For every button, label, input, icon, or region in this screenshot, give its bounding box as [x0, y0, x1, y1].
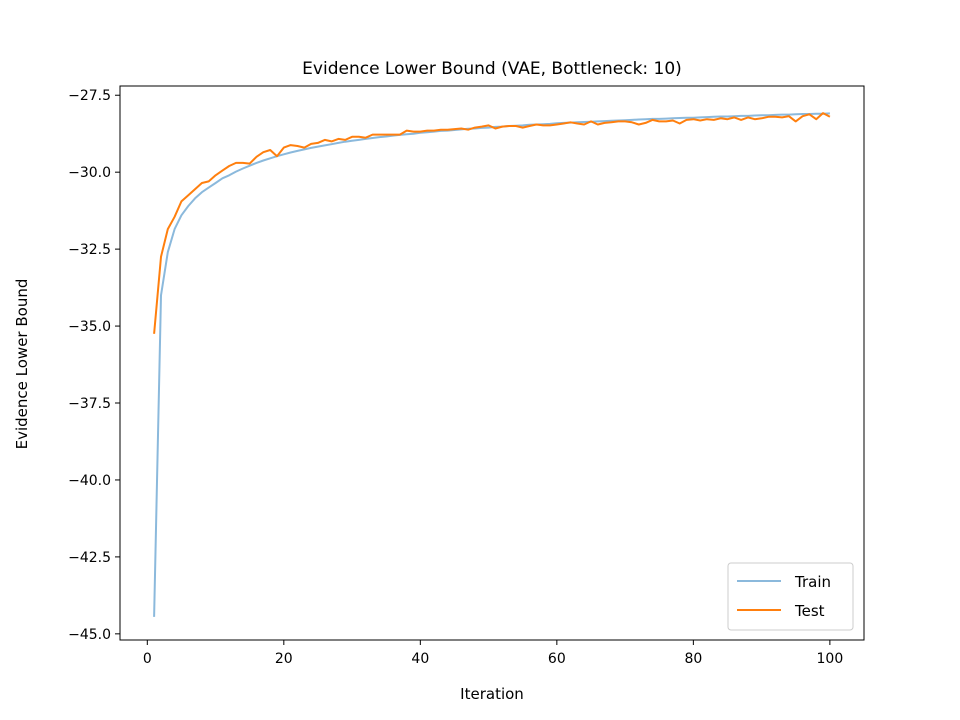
x-tick-label: 0	[143, 651, 152, 667]
y-tick-label: −42.5	[68, 550, 111, 566]
x-tick-label: 40	[411, 651, 429, 667]
x-tick-label: 80	[684, 651, 702, 667]
y-tick-label: −37.5	[68, 396, 111, 412]
x-tick-label: 20	[275, 651, 293, 667]
y-tick-label: −32.5	[68, 242, 111, 258]
x-tick-label: 60	[548, 651, 566, 667]
x-axis-ticks: 0 20 40 60 80 100	[143, 640, 843, 667]
y-axis-ticks: −45.0 −42.5 −40.0 −37.5 −35.0 −32.5 −30.0 −27.5	[68, 88, 120, 643]
legend-box	[727, 562, 854, 631]
y-tick-label: −45.0	[68, 627, 111, 643]
y-axis-label: Evidence Lower Bound	[13, 279, 31, 450]
series-line-train	[153, 112, 830, 617]
y-tick-label: −27.5	[68, 88, 111, 104]
plot-frame	[119, 85, 865, 641]
y-tick-label: −30.0	[68, 165, 111, 181]
x-axis-label: Iteration	[460, 685, 524, 703]
legend: Train Test	[727, 562, 854, 631]
x-tick-label: 100	[817, 651, 844, 667]
series-layer	[153, 112, 831, 617]
legend-label-train: Train	[794, 573, 831, 591]
chart-title: Evidence Lower Bound (VAE, Bottleneck: 1…	[302, 59, 682, 79]
y-tick-label: −35.0	[68, 319, 111, 335]
legend-label-test: Test	[794, 602, 825, 620]
series-line-test	[153, 112, 831, 334]
y-tick-label: −40.0	[68, 473, 111, 489]
